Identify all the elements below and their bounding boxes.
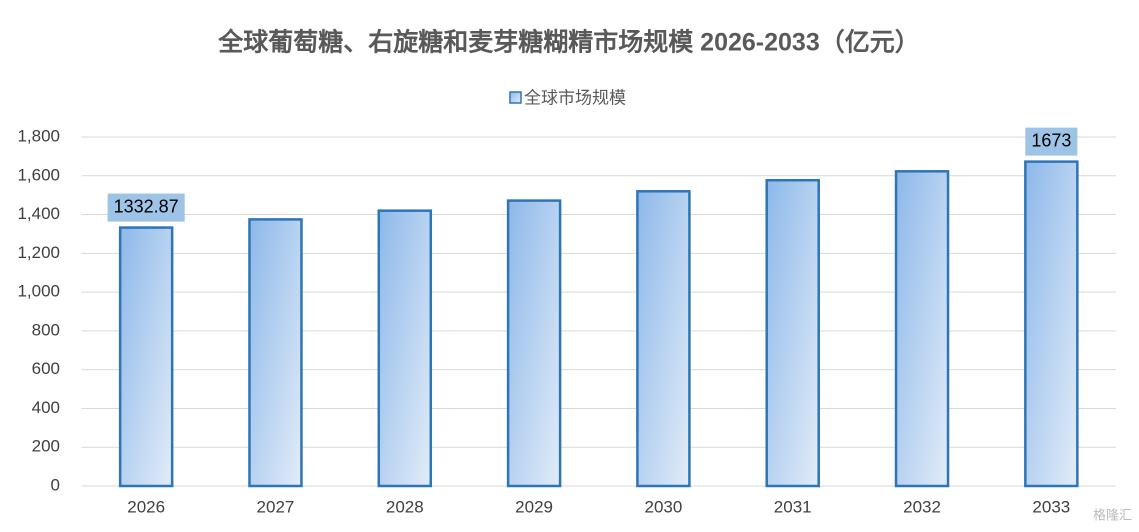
y-tick-label: 1,000 [17,282,60,301]
data-label-box [107,193,185,222]
y-tick-label: 0 [51,475,60,494]
bar [248,218,303,488]
x-tick-label: 2029 [515,497,553,516]
y-tick-label: 1,600 [17,165,60,184]
y-tick-label: 400 [32,398,60,417]
chart-title: 全球葡萄糖、右旋糖和麦芽糖糊精市场规模 2026-2033（亿元） [217,28,920,57]
legend-swatch [509,91,522,104]
y-tick-label: 1,200 [17,243,60,262]
x-tick-label: 2031 [774,497,812,516]
watermark: 格隆汇 [1093,507,1132,522]
y-tick-label: 1,400 [17,204,60,223]
bar [118,226,174,488]
x-tick-label: 2028 [386,497,424,516]
bar [765,178,820,488]
x-tick-label: 2027 [257,497,295,516]
y-tick-label: 800 [32,320,60,339]
data-label: 1332.87 [114,196,179,216]
bar [377,209,433,488]
y-tick-label: 1,800 [17,126,60,145]
x-tick-label: 2026 [127,497,165,516]
bar [636,190,691,488]
data-label-box [1025,127,1078,156]
data-label: 1673 [1031,130,1071,150]
x-tick-label: 2032 [903,497,941,516]
y-tick-label: 600 [32,359,60,378]
bar [1024,160,1079,488]
y-tick-label: 200 [32,437,60,456]
bar [506,199,562,488]
x-tick-label: 2033 [1032,497,1070,516]
x-tick-label: 2030 [644,497,682,516]
legend-label: 全球市场规模 [524,88,626,107]
bar [894,170,950,488]
